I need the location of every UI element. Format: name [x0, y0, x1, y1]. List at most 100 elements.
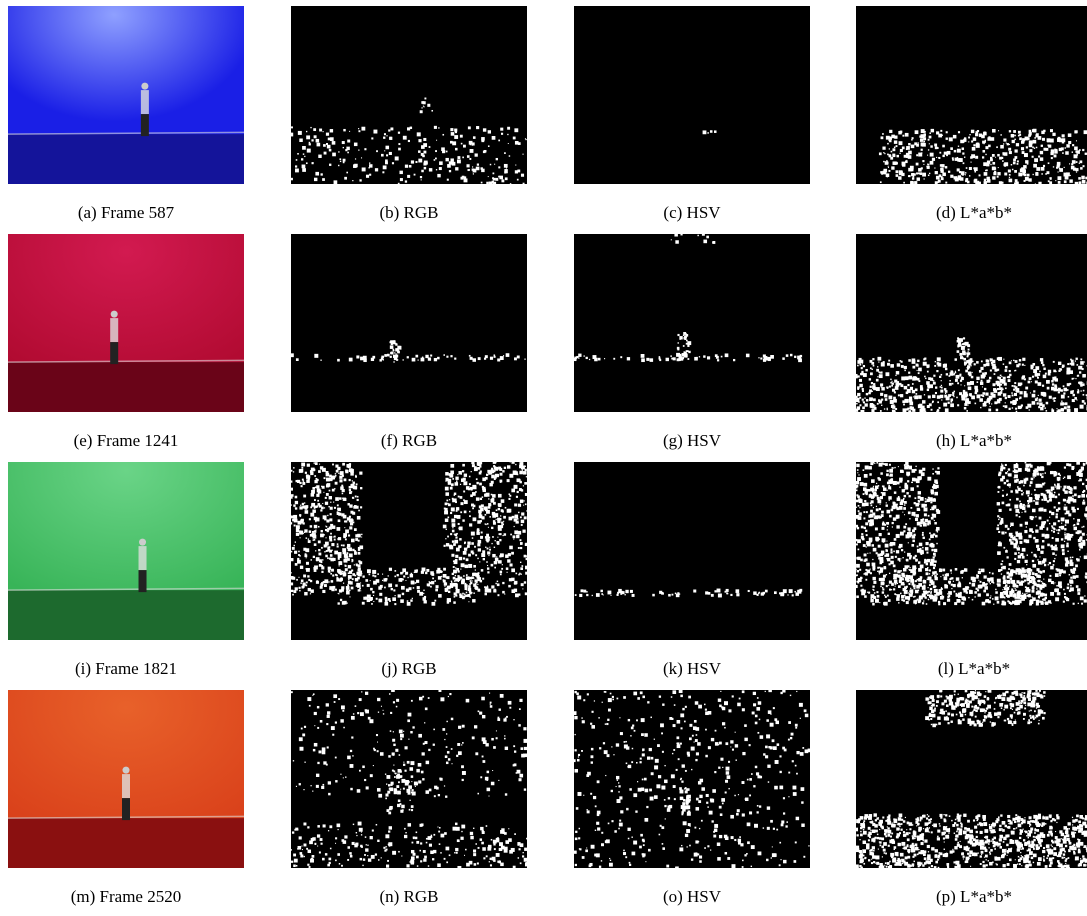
speckle: [904, 370, 905, 371]
speckle: [499, 709, 501, 711]
speckle: [481, 569, 483, 571]
speckle: [450, 512, 452, 514]
speckle: [467, 594, 470, 597]
speckle: [327, 145, 331, 149]
speckle: [881, 514, 884, 517]
speckle: [478, 847, 480, 849]
speckle: [942, 596, 945, 599]
speckle: [1017, 547, 1020, 550]
speckle: [331, 588, 334, 591]
speckle: [1024, 393, 1028, 397]
speckle: [1079, 549, 1081, 551]
speckle: [1014, 464, 1018, 468]
speckle: [717, 359, 719, 361]
speckle: [594, 358, 597, 361]
speckle: [999, 377, 1001, 379]
speckle: [968, 597, 969, 598]
speckle: [1043, 368, 1045, 370]
speckle: [471, 592, 473, 594]
caption: (j) RGB: [381, 659, 436, 678]
speckle: [680, 233, 682, 235]
speckle: [421, 170, 423, 172]
speckle: [1082, 400, 1085, 403]
speckle: [909, 532, 912, 535]
speckle: [898, 496, 900, 498]
speckle: [520, 516, 522, 518]
speckle: [967, 404, 968, 405]
speckle: [1070, 557, 1072, 559]
speckle: [978, 571, 981, 574]
speckle: [1002, 476, 1005, 479]
speckle: [968, 359, 972, 363]
speckle: [509, 517, 513, 521]
speckle: [1041, 361, 1044, 364]
speckle: [296, 525, 300, 529]
speckle: [425, 162, 427, 164]
speckle: [1040, 584, 1042, 586]
speckle: [891, 151, 893, 153]
speckle: [421, 771, 424, 774]
speckle: [961, 570, 964, 573]
speckle: [862, 390, 864, 392]
speckle: [455, 148, 458, 151]
speckle: [997, 524, 999, 526]
speckle: [358, 149, 359, 150]
speckle: [942, 574, 943, 575]
speckle: [314, 743, 318, 747]
speckle: [310, 506, 312, 508]
speckle: [918, 491, 921, 494]
speckle: [1029, 485, 1031, 487]
speckle: [960, 344, 962, 346]
speckle: [931, 490, 934, 493]
speckle: [904, 551, 905, 552]
speckle: [1017, 163, 1019, 165]
speckle: [984, 172, 988, 176]
speckle: [377, 573, 379, 575]
speckle: [477, 577, 481, 581]
speckle: [386, 775, 390, 779]
speckle: [934, 365, 936, 367]
speckle: [880, 586, 881, 587]
speckle: [897, 363, 900, 366]
speckle: [319, 129, 322, 132]
speckle: [340, 599, 342, 601]
speckle: [1079, 537, 1082, 540]
speckle: [951, 573, 952, 574]
speckle: [879, 152, 882, 155]
speckle: [337, 511, 339, 513]
speckle: [922, 408, 926, 412]
speckle: [890, 549, 892, 551]
speckle: [903, 404, 905, 406]
speckle: [424, 741, 427, 744]
speckle: [1018, 546, 1019, 547]
speckle: [1045, 373, 1047, 375]
speckle: [513, 764, 515, 766]
speckle: [446, 356, 448, 358]
speckle: [451, 132, 455, 136]
speckle: [964, 361, 967, 364]
speckle: [916, 172, 918, 174]
speckle: [295, 169, 299, 173]
speckle: [445, 518, 448, 521]
speckle: [874, 405, 875, 406]
speckle: [1008, 395, 1011, 398]
speckle: [1008, 568, 1010, 570]
speckle: [459, 538, 461, 540]
speckle: [343, 550, 345, 552]
speckle: [1007, 376, 1009, 378]
speckle: [524, 581, 526, 583]
speckle: [394, 791, 397, 794]
speckle: [488, 527, 489, 528]
speckle: [1054, 492, 1055, 493]
speckle: [476, 531, 479, 534]
caption: (m) Frame 2520: [71, 887, 181, 906]
speckle: [1005, 472, 1007, 474]
speckle: [1011, 588, 1013, 590]
speckle: [1042, 560, 1045, 563]
speckle: [980, 581, 982, 583]
speckle: [353, 482, 355, 484]
speckle: [989, 396, 990, 397]
speckle: [314, 569, 317, 572]
speckle: [662, 593, 664, 595]
speckle: [436, 169, 437, 170]
